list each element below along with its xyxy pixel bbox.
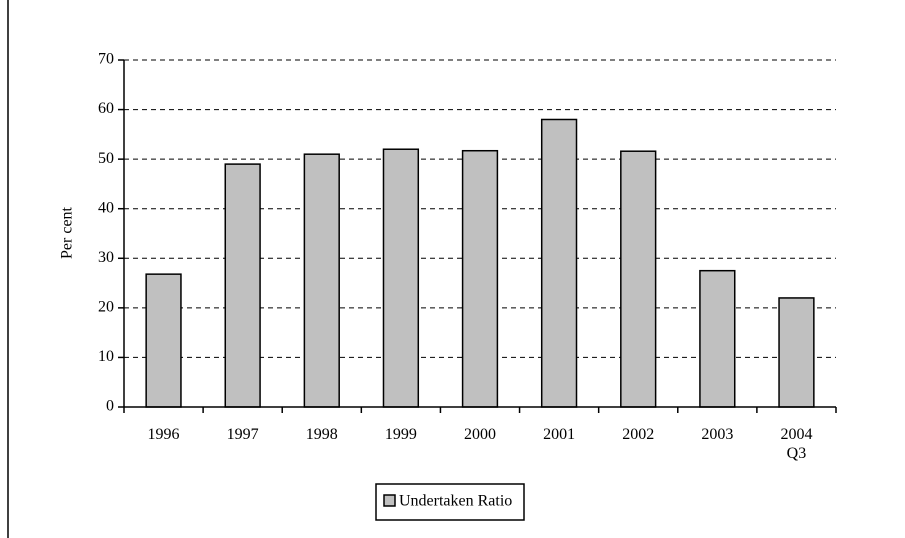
x-tick-label: 2002 [622,426,654,443]
y-tick-label: 30 [98,249,114,266]
y-axis-label: Per cent [59,206,76,259]
y-tick-label: 60 [98,100,114,117]
x-tick-label: 1996 [148,426,180,443]
x-tick-label: 1998 [306,426,338,443]
legend-label: Undertaken Ratio [399,493,512,510]
bar [145,273,182,408]
x-tick-label: 1999 [385,426,417,443]
legend-box [375,483,525,521]
bar [699,269,736,408]
bar [303,153,340,408]
legend-swatch [383,494,396,507]
y-tick-label: 20 [98,299,114,316]
x-tick-label: 2001 [543,426,575,443]
bar [620,150,657,408]
bar [461,149,499,408]
bar [540,118,578,408]
x-tick-label: 2000 [464,426,496,443]
x-tick-label: 1997 [227,426,259,443]
bar [224,163,261,408]
y-tick-label: 70 [98,51,114,68]
x-tick-label: 2004 Q3 [780,426,812,462]
bar [778,297,815,408]
bar [382,148,420,408]
y-tick-label: 0 [106,398,114,415]
y-tick-label: 10 [98,348,114,365]
x-tick-label: 2003 [701,426,733,443]
y-tick-label: 50 [98,150,114,167]
y-tick-label: 40 [98,199,114,216]
